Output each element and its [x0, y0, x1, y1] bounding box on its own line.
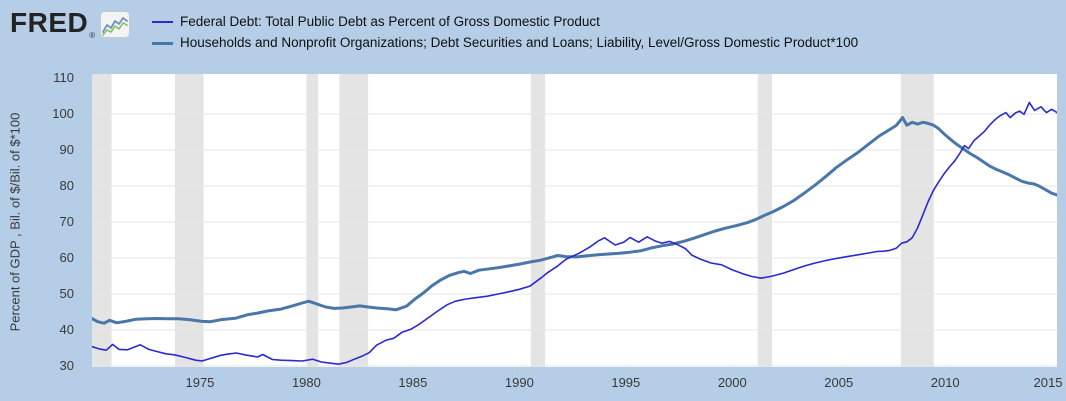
x-axis-tick-label: 1985	[398, 375, 428, 390]
plot-area[interactable]	[92, 74, 1057, 373]
x-axis-tick-label: 1980	[291, 375, 321, 390]
y-axis-tick-label: 50	[59, 286, 74, 301]
y-axis-tick-label: 40	[59, 322, 74, 337]
legend-item-federal-debt: Federal Debt: Total Public Debt as Perce…	[152, 11, 858, 32]
x-axis-tick-label: 2015	[1033, 375, 1063, 390]
y-axis-tick-label: 30	[59, 358, 74, 373]
household-debt-line-swatch	[152, 42, 173, 45]
x-axis-tick-label: 2005	[824, 375, 854, 390]
legend-item-household-debt: Households and Nonprofit Organizations; …	[152, 32, 858, 53]
legend-label-federal-debt: Federal Debt: Total Public Debt as Perce…	[180, 14, 600, 29]
y-axis-tick-label: 110	[53, 70, 74, 85]
x-axis-tick-label: 2010	[930, 375, 960, 390]
y-axis-tick-label: 80	[59, 178, 74, 193]
fred-line-chart-icon	[100, 11, 131, 43]
chart-legend: Federal Debt: Total Public Debt as Perce…	[152, 11, 858, 53]
y-axis-tick-label: 100	[52, 106, 74, 121]
y-axis-tick-label: 90	[59, 142, 74, 157]
x-axis-tick-label: 1975	[185, 375, 215, 390]
x-axis-tick-label: 1995	[611, 375, 641, 390]
fred-logo[interactable]: FRED ®	[10, 7, 131, 43]
y-axis-title: Percent of GDP , Bil. of $/Bil. of $*100	[7, 112, 23, 332]
fred-logo-text: FRED	[10, 7, 89, 38]
x-axis-tick-label: 2000	[717, 375, 747, 390]
y-axis-tick-label: 60	[59, 250, 74, 265]
legend-label-household-debt: Households and Nonprofit Organizations; …	[180, 35, 859, 50]
registered-trademark-mark: ®	[89, 31, 96, 40]
federal-debt-line-swatch	[152, 21, 173, 23]
x-axis-tick-label: 1990	[504, 375, 534, 390]
y-axis-tick-label: 70	[59, 214, 74, 229]
